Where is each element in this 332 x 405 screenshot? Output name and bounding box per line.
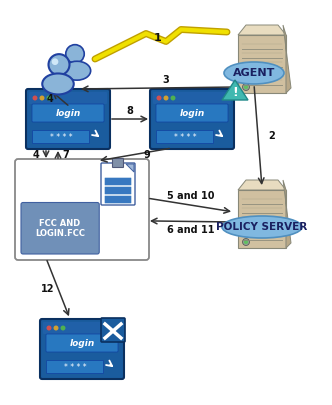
Text: * * * *: * * * * xyxy=(50,132,72,141)
Text: AGENT: AGENT xyxy=(233,68,275,78)
Circle shape xyxy=(244,85,248,89)
Text: POLICY SERVER: POLICY SERVER xyxy=(216,222,308,232)
Text: 8: 8 xyxy=(126,106,133,116)
Circle shape xyxy=(52,58,58,65)
Text: !: ! xyxy=(232,85,238,98)
Circle shape xyxy=(53,326,58,330)
FancyBboxPatch shape xyxy=(26,89,110,149)
FancyBboxPatch shape xyxy=(238,190,286,248)
FancyBboxPatch shape xyxy=(150,89,234,149)
FancyBboxPatch shape xyxy=(21,202,99,254)
Text: login: login xyxy=(55,109,81,117)
Text: 9: 9 xyxy=(143,149,150,160)
FancyBboxPatch shape xyxy=(32,104,104,122)
Polygon shape xyxy=(126,164,134,172)
FancyBboxPatch shape xyxy=(156,104,228,122)
Circle shape xyxy=(33,96,38,100)
Text: 7: 7 xyxy=(63,149,69,160)
Text: 6 and 11: 6 and 11 xyxy=(167,226,214,235)
Text: 5 and 10: 5 and 10 xyxy=(167,191,214,201)
FancyBboxPatch shape xyxy=(46,360,104,373)
Circle shape xyxy=(66,45,84,63)
Circle shape xyxy=(48,54,69,75)
FancyBboxPatch shape xyxy=(40,319,124,379)
Circle shape xyxy=(242,83,250,90)
Polygon shape xyxy=(283,180,291,248)
FancyBboxPatch shape xyxy=(33,130,90,143)
Circle shape xyxy=(46,96,51,100)
Circle shape xyxy=(163,96,169,100)
Text: 2: 2 xyxy=(269,131,275,141)
Text: * * * *: * * * * xyxy=(64,362,86,371)
Ellipse shape xyxy=(224,62,284,84)
FancyBboxPatch shape xyxy=(101,163,135,205)
FancyBboxPatch shape xyxy=(15,159,149,260)
Text: 1: 1 xyxy=(153,33,161,43)
Polygon shape xyxy=(238,25,286,35)
Text: 4: 4 xyxy=(33,149,40,160)
FancyBboxPatch shape xyxy=(105,178,131,185)
FancyBboxPatch shape xyxy=(153,92,231,104)
Text: FCC AND
LOGIN.FCC: FCC AND LOGIN.FCC xyxy=(35,219,85,238)
FancyBboxPatch shape xyxy=(46,334,118,352)
FancyBboxPatch shape xyxy=(238,35,286,93)
FancyBboxPatch shape xyxy=(113,158,124,168)
Circle shape xyxy=(46,326,51,330)
FancyBboxPatch shape xyxy=(101,318,125,342)
Circle shape xyxy=(40,96,44,100)
Text: 3: 3 xyxy=(162,75,169,85)
Ellipse shape xyxy=(42,73,74,94)
Circle shape xyxy=(242,239,250,245)
Circle shape xyxy=(60,326,65,330)
FancyBboxPatch shape xyxy=(156,130,213,143)
Text: * * * *: * * * * xyxy=(174,132,196,141)
Text: 4: 4 xyxy=(46,94,53,104)
FancyBboxPatch shape xyxy=(105,187,131,194)
FancyBboxPatch shape xyxy=(43,322,121,334)
Ellipse shape xyxy=(222,216,302,238)
FancyBboxPatch shape xyxy=(105,196,131,203)
Polygon shape xyxy=(222,80,248,100)
Circle shape xyxy=(156,96,161,100)
Text: login: login xyxy=(69,339,95,347)
Ellipse shape xyxy=(63,61,91,80)
Circle shape xyxy=(171,96,176,100)
Text: 12: 12 xyxy=(41,284,55,294)
Circle shape xyxy=(244,240,248,244)
Polygon shape xyxy=(238,180,286,190)
Polygon shape xyxy=(283,25,291,93)
FancyBboxPatch shape xyxy=(29,92,107,104)
Text: login: login xyxy=(179,109,205,117)
